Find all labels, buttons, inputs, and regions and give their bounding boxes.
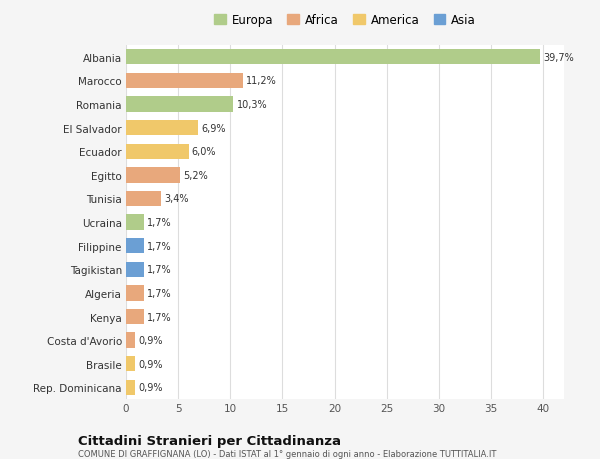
Bar <box>126 144 188 160</box>
Text: 1,7%: 1,7% <box>147 265 172 275</box>
Bar <box>126 285 144 301</box>
Bar <box>126 73 243 89</box>
Bar <box>126 168 180 183</box>
Text: 0,9%: 0,9% <box>139 382 163 392</box>
Bar <box>126 97 233 112</box>
Text: 10,3%: 10,3% <box>236 100 267 110</box>
Text: 6,0%: 6,0% <box>192 147 216 157</box>
Bar <box>126 215 144 230</box>
Text: COMUNE DI GRAFFIGNANA (LO) - Dati ISTAT al 1° gennaio di ogni anno - Elaborazion: COMUNE DI GRAFFIGNANA (LO) - Dati ISTAT … <box>78 449 496 458</box>
Bar <box>126 309 144 325</box>
Bar <box>126 239 144 254</box>
Text: 1,7%: 1,7% <box>147 241 172 251</box>
Text: 6,9%: 6,9% <box>201 123 226 134</box>
Text: 11,2%: 11,2% <box>246 76 277 86</box>
Text: 3,4%: 3,4% <box>164 194 189 204</box>
Bar <box>126 121 198 136</box>
Text: 1,7%: 1,7% <box>147 288 172 298</box>
Bar <box>126 50 540 65</box>
Text: 39,7%: 39,7% <box>543 53 574 63</box>
Text: Cittadini Stranieri per Cittadinanza: Cittadini Stranieri per Cittadinanza <box>78 434 341 447</box>
Bar <box>126 262 144 277</box>
Text: 1,7%: 1,7% <box>147 218 172 228</box>
Text: 0,9%: 0,9% <box>139 359 163 369</box>
Bar <box>126 191 161 207</box>
Text: 0,9%: 0,9% <box>139 336 163 346</box>
Legend: Europa, Africa, America, Asia: Europa, Africa, America, Asia <box>209 9 481 32</box>
Text: 1,7%: 1,7% <box>147 312 172 322</box>
Bar <box>126 333 136 348</box>
Bar <box>126 356 136 372</box>
Text: 5,2%: 5,2% <box>184 170 208 180</box>
Bar <box>126 380 136 395</box>
